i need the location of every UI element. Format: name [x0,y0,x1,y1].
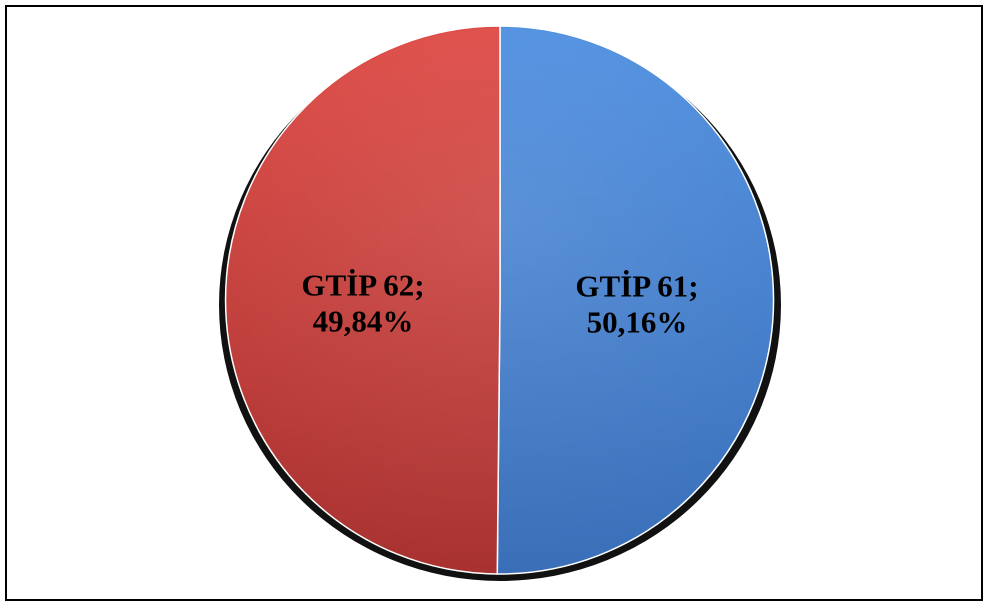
pie-labels: GTİP 61; 50,16% GTİP 62; 49,84% [301,267,698,339]
pie-slice-label-2: GTİP 62; 49,84% [301,267,424,338]
pie-slice-value: 49,84% [313,303,414,338]
pie-slice-name: GTİP 62; [301,267,424,302]
pie-slice-label-1: GTİP 61; 50,16% [575,269,698,340]
pie-slice-value: 50,16% [587,305,688,340]
pie-slice-name: GTİP 61; [575,269,698,304]
